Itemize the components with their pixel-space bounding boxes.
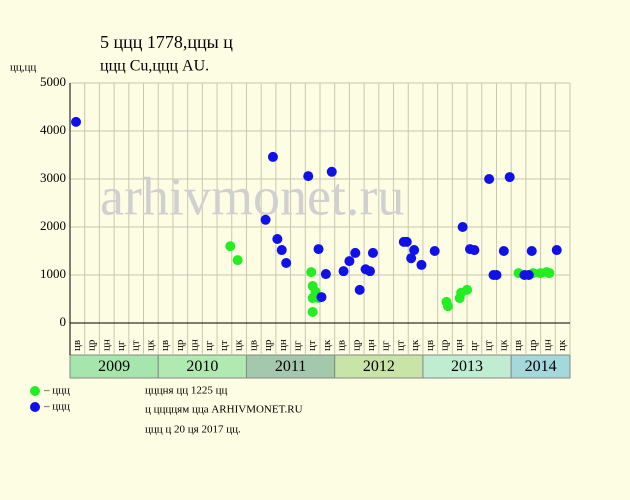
x-tick-label: цв <box>512 340 524 351</box>
year-label: 2009 <box>98 358 130 375</box>
point <box>406 253 417 264</box>
x-tick-label: цр <box>527 339 539 351</box>
point <box>523 270 534 280</box>
x-tick-label: цг <box>468 340 480 351</box>
x-tick-label: цв <box>159 340 171 351</box>
y-tick-label: 5000 <box>40 74 66 89</box>
point <box>267 151 278 162</box>
point <box>367 247 378 258</box>
point <box>303 171 314 182</box>
point <box>526 246 537 256</box>
chart-subtitle: ццц Cu,ццц AU. <box>100 58 209 75</box>
x-tick-label: цк <box>233 339 245 351</box>
y-tick-label: 2000 <box>40 218 66 233</box>
note: ццц ц 20 ця 2017 цц. <box>145 424 241 436</box>
x-tick-label: цв <box>71 340 83 351</box>
x-tick-label: цр <box>350 339 362 351</box>
year-label: 2012 <box>363 358 395 375</box>
point <box>313 244 324 255</box>
point <box>316 292 327 303</box>
point <box>551 245 562 256</box>
point <box>338 266 349 277</box>
point <box>320 269 331 280</box>
x-tick-label: цк <box>409 339 421 351</box>
x-tick-label: цк <box>321 339 333 351</box>
x-tick-label: цр <box>174 339 186 351</box>
point <box>260 214 271 225</box>
y-tick-label: 3000 <box>40 170 66 185</box>
year-label: 2011 <box>275 358 306 375</box>
year-label: 2013 <box>451 358 483 375</box>
point <box>326 166 337 177</box>
x-tick-label: цт <box>394 340 406 351</box>
x-tick-label: цк <box>556 339 568 351</box>
x-tick-label: цн <box>277 339 289 351</box>
x-tick-label: цв <box>247 340 259 351</box>
point <box>401 236 412 247</box>
point <box>225 241 236 252</box>
point <box>409 245 420 256</box>
x-tick-label: цт <box>306 340 318 351</box>
point <box>462 284 473 295</box>
legend-label: – ццц <box>43 401 70 413</box>
point <box>232 255 243 266</box>
point <box>71 116 82 127</box>
point <box>544 268 555 279</box>
point <box>281 258 292 268</box>
x-tick-label: цк <box>497 339 509 351</box>
x-tick-label: цн <box>100 339 112 351</box>
note: ц ццццям цца ARHIVMONET.RU <box>145 404 303 416</box>
point <box>365 266 375 277</box>
point <box>272 234 283 244</box>
chart-title: 5 ццц 1778,ццы ц <box>100 32 233 52</box>
x-tick-label: цр <box>262 339 274 351</box>
legend-marker <box>30 386 40 396</box>
point <box>491 270 502 280</box>
point <box>416 259 427 270</box>
x-tick-label: цг <box>115 340 127 351</box>
point <box>484 174 495 184</box>
y-tick-label: 1000 <box>40 266 66 281</box>
x-tick-label: цр <box>86 339 98 351</box>
y-tick-label: 4000 <box>40 122 66 137</box>
point <box>457 222 468 232</box>
x-tick-label: цг <box>291 340 303 351</box>
point <box>276 245 287 256</box>
x-tick-label: цк <box>144 339 156 351</box>
year-label: 2010 <box>186 358 218 375</box>
x-tick-label: цр <box>439 339 451 351</box>
point <box>442 301 453 312</box>
point <box>504 172 515 183</box>
x-tick-label: цн <box>365 339 377 351</box>
x-tick-label: цв <box>424 340 436 351</box>
legend-marker <box>30 402 40 412</box>
point <box>350 247 361 258</box>
x-tick-label: цн <box>453 339 465 351</box>
point <box>498 246 509 256</box>
legend-label: – ццц <box>43 385 70 397</box>
x-tick-label: цт <box>218 340 230 351</box>
y-tick-label: 0 <box>60 314 67 329</box>
note: цццня цц 1225 цц <box>145 385 228 397</box>
x-tick-label: цн <box>189 339 201 351</box>
point <box>469 245 480 256</box>
point <box>354 284 365 295</box>
point <box>306 267 317 278</box>
x-tick-label: цг <box>380 340 392 351</box>
x-tick-label: цг <box>203 340 215 351</box>
x-tick-label: цт <box>130 340 142 351</box>
point <box>307 306 318 317</box>
year-label: 2014 <box>525 358 557 375</box>
watermark: arhivmonet.ru <box>100 166 404 226</box>
y-axis-label: цц,цц <box>10 62 36 74</box>
x-tick-label: цт <box>483 340 495 351</box>
x-tick-label: цн <box>541 339 553 351</box>
point <box>344 256 355 267</box>
x-tick-label: цв <box>336 340 348 351</box>
point <box>429 246 440 256</box>
